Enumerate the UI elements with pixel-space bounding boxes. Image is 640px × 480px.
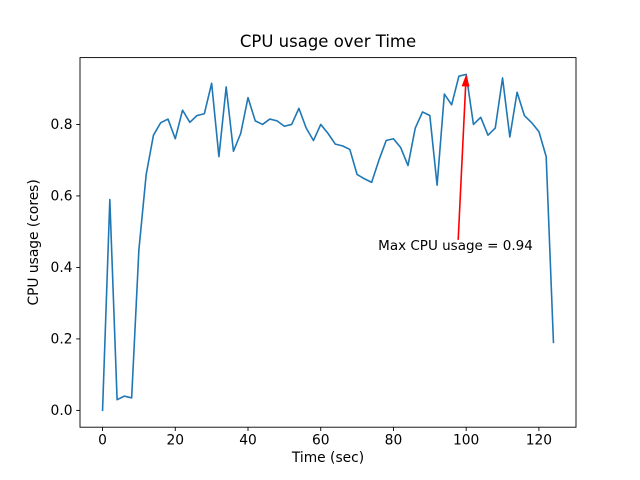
x-tick-label: 20 — [166, 433, 184, 449]
y-tick-label: 0.0 — [51, 403, 73, 419]
max-cpu-annotation: Max CPU usage = 0.94 — [378, 238, 533, 254]
plot-area-spines — [79, 57, 577, 428]
y-axis-ticks: 0.0 0.2 0.4 0.6 0.8 — [51, 117, 80, 419]
y-tick-label: 0.2 — [51, 332, 73, 348]
y-tick-label: 0.8 — [51, 117, 73, 133]
y-axis-label: CPU usage (cores) — [26, 179, 42, 305]
annotation-arrowhead-icon — [461, 74, 470, 87]
x-tick-label: 100 — [453, 433, 479, 449]
cpu-usage-line — [101, 73, 555, 412]
x-tick-label: 40 — [239, 433, 257, 449]
x-tick-label: 120 — [526, 433, 552, 449]
x-tick-label: 0 — [98, 433, 107, 449]
y-tick-label: 0.4 — [51, 260, 73, 276]
x-tick-label: 60 — [312, 433, 330, 449]
chart-title: CPU usage over Time — [240, 32, 416, 51]
x-tick-label: 80 — [385, 433, 403, 449]
x-axis-label: Time (sec) — [291, 450, 364, 466]
x-axis-ticks: 0 20 40 60 80 100 120 — [98, 427, 552, 449]
y-tick-label: 0.6 — [51, 189, 73, 205]
annotation-arrow-line — [457, 86, 467, 240]
